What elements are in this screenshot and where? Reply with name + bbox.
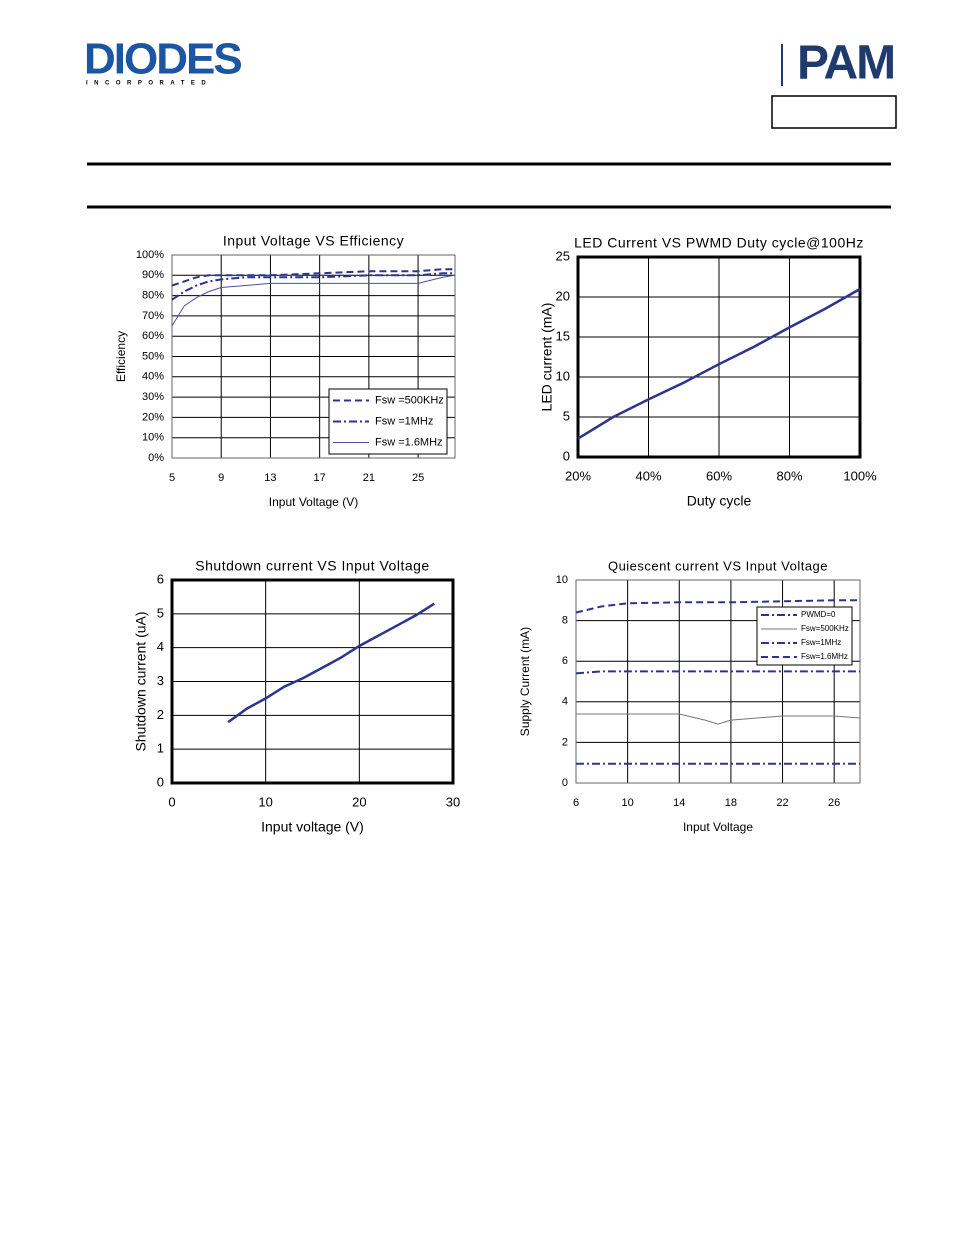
- x-tick-label: 40%: [635, 468, 661, 483]
- chart-title: Shutdown current VS Input Voltage: [195, 558, 429, 574]
- y-tick-label: 60%: [142, 330, 164, 342]
- legend-label: Fsw =1MHz: [375, 415, 433, 427]
- y-tick-label: 5: [563, 408, 570, 423]
- x-axis-label: Input Voltage (V): [269, 495, 358, 509]
- x-tick-label: 60%: [706, 468, 732, 483]
- plot-frame: [171, 254, 456, 459]
- x-tick-label: 25: [412, 472, 424, 484]
- x-tick-label: 6: [573, 797, 579, 809]
- y-tick-label: 10: [556, 574, 568, 586]
- y-tick-label: 25: [556, 248, 570, 263]
- y-tick-label: 0: [562, 777, 568, 789]
- y-axis-label: Supply Current (mA): [518, 627, 532, 736]
- x-tick-label: 80%: [776, 468, 802, 483]
- series-line: [575, 670, 860, 675]
- y-tick-label: 3: [157, 673, 164, 688]
- legend-box: [756, 606, 853, 666]
- legend-label: Fsw=500KHz: [801, 624, 849, 633]
- plot-frame: [575, 579, 861, 784]
- x-tick-label: 10: [622, 797, 634, 809]
- legend-label: Fsw =500KHz: [375, 394, 444, 406]
- y-tick-label: 15: [556, 328, 570, 343]
- x-tick-label: 100%: [843, 468, 877, 483]
- series-line: [577, 287, 861, 440]
- y-tick-label: 2: [562, 736, 568, 748]
- y-tick-label: 0: [157, 774, 164, 789]
- legend-label: PWMD=0: [801, 610, 836, 619]
- series-line: [171, 274, 456, 327]
- legend-label: Fsw=1MHz: [801, 638, 841, 647]
- y-tick-label: 30%: [142, 391, 164, 403]
- y-tick-label: 4: [562, 696, 568, 708]
- y-tick-label: 10: [556, 368, 570, 383]
- series-line: [171, 268, 455, 287]
- series-line: [227, 602, 435, 724]
- y-tick-label: 6: [157, 571, 164, 586]
- x-tick-label: 17: [314, 472, 326, 484]
- y-tick-label: 10%: [142, 432, 164, 444]
- x-tick-label: 20: [352, 794, 366, 809]
- legend-label: Fsw=1.6MHz: [801, 652, 848, 661]
- y-tick-label: 2: [157, 707, 164, 722]
- x-tick-label: 21: [363, 472, 375, 484]
- x-tick-label: 26: [828, 797, 840, 809]
- x-tick-label: 9: [218, 472, 224, 484]
- y-tick-label: 20%: [142, 411, 164, 423]
- x-tick-label: 22: [776, 797, 788, 809]
- diodes-logo: DIODES: [84, 35, 241, 84]
- chart-title: Input Voltage VS Efficiency: [223, 233, 404, 249]
- x-tick-label: 5: [169, 472, 175, 484]
- y-axis-label: Efficiency: [114, 331, 128, 382]
- x-tick-label: 0: [168, 794, 175, 809]
- x-axis-label: Duty cycle: [687, 493, 752, 509]
- series-line: [576, 713, 861, 725]
- y-tick-label: 40%: [142, 371, 164, 383]
- y-tick-label: 70%: [142, 310, 164, 322]
- pam-logo: PAM: [797, 37, 894, 90]
- chart-title: LED Current VS PWMD Duty cycle@100Hz: [574, 235, 864, 251]
- plot-frame: [170, 578, 455, 785]
- x-tick-label: 10: [258, 794, 272, 809]
- x-tick-label: 14: [673, 797, 685, 809]
- y-tick-label: 50%: [142, 350, 164, 362]
- y-tick-label: 8: [562, 615, 568, 627]
- x-tick-label: 30: [446, 794, 460, 809]
- part-number-box: [771, 95, 897, 129]
- y-tick-label: 4: [157, 639, 164, 654]
- x-axis-label: Input Voltage: [683, 820, 753, 834]
- y-axis-label: Shutdown current (uA): [133, 611, 149, 751]
- plot-frame: [576, 255, 862, 459]
- y-tick-label: 80%: [142, 290, 164, 302]
- x-tick-label: 20%: [565, 468, 591, 483]
- y-axis-label: LED current (mA): [539, 303, 555, 412]
- x-tick-label: 13: [264, 472, 276, 484]
- y-tick-label: 90%: [142, 269, 164, 281]
- diodes-logo-sub: INCORPORATED: [86, 81, 212, 87]
- y-tick-label: 0%: [148, 452, 164, 464]
- y-tick-label: 0: [563, 448, 570, 463]
- chart-title: Quiescent current VS Input Voltage: [608, 558, 828, 573]
- series-line: [575, 599, 860, 614]
- y-tick-label: 20: [556, 288, 570, 303]
- y-tick-label: 5: [157, 605, 164, 620]
- legend-label: Fsw =1.6MHz: [375, 436, 443, 448]
- y-tick-label: 6: [562, 655, 568, 667]
- x-tick-label: 18: [725, 797, 737, 809]
- x-axis-label: Input voltage (V): [261, 819, 364, 835]
- y-tick-label: 1: [157, 741, 164, 756]
- y-tick-label: 100%: [136, 249, 164, 261]
